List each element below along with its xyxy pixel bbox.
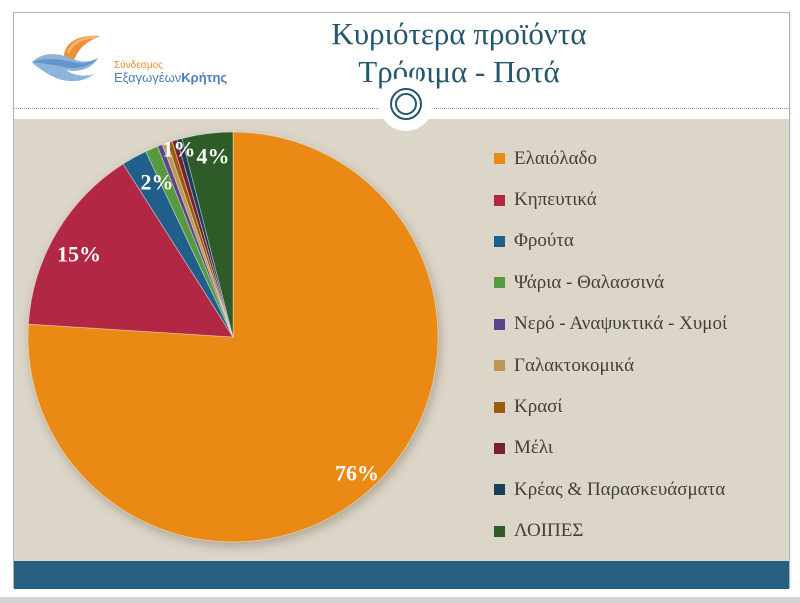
legend-swatch-icon [494, 194, 505, 206]
bottom-strip [0, 597, 800, 603]
pie-chart-container: 76% 15% 2% 1% 4% [26, 130, 440, 544]
pie-slice-9 [176, 138, 234, 338]
slide: Σύνδεσμος ΕξαγωγέωνΚρήτης Κυριότερα προϊ… [13, 12, 790, 589]
pie-slice-1 [27, 131, 439, 543]
legend-swatch-icon [494, 277, 505, 289]
logo-bird-icon [32, 35, 100, 82]
legend-item: Κηπευτικά [494, 179, 789, 220]
legend-item: Νερό - Αναψυκτικά - Χυμοί [494, 304, 789, 345]
pie-slice-10 [181, 131, 234, 338]
legend-label: Νερό - Αναψυκτικά - Χυμοί [514, 313, 728, 335]
pie-percentage-label: 1% [163, 137, 196, 162]
legend-swatch-icon [494, 318, 505, 330]
logo-org-name-bottom: ΕξαγωγέωνΚρήτης [114, 70, 228, 86]
legend-item: Γαλακτοκομικά [494, 345, 789, 386]
legend-item: ΛΟΙΠΕΣ [494, 511, 789, 552]
logo: Σύνδεσμος ΕξαγωγέωνΚρήτης [28, 27, 227, 101]
legend-swatch-icon [494, 525, 505, 537]
legend-swatch-icon [494, 401, 505, 413]
legend-label: Κρέας & Παρασκευάσματα [514, 478, 726, 500]
divider-circle-ornament [390, 88, 422, 120]
pie-percentage-label: 76% [335, 461, 379, 486]
logo-org-name-top: Σύνδεσμος [114, 60, 163, 71]
legend-item: Ψάρια - Θαλασσινά [494, 262, 789, 303]
pie-slice-2 [28, 163, 234, 338]
legend-item: Ελαιόλαδο [494, 138, 789, 179]
legend-swatch-icon [494, 360, 505, 372]
legend-label: Ελαιόλαδο [514, 147, 598, 169]
legend-item: Φρούτα [494, 221, 789, 262]
legend-label: Ψάρια - Θαλασσινά [514, 271, 665, 293]
legend-item: Κρέας & Παρασκευάσματα [494, 469, 789, 510]
pie-percentage-label: 15% [57, 242, 101, 267]
footer-bar [14, 561, 789, 589]
pie-slice-6 [161, 142, 234, 338]
legend-label: Κρασί [514, 396, 563, 418]
pie-percentage-label: 4% [197, 144, 230, 169]
logo-text: Σύνδεσμος ΕξαγωγέωνΚρήτης [114, 60, 228, 86]
pie-slice-3 [122, 151, 234, 338]
pie-slice-5 [157, 144, 234, 338]
legend-label: ΛΟΙΠΕΣ [514, 520, 584, 542]
pie-percentage-label: 2% [141, 170, 174, 195]
legend-item: Κρασί [494, 386, 789, 427]
pie-slice-7 [166, 140, 234, 338]
page-title-line1: Κυριότερα προϊόντα [331, 16, 587, 51]
pie-slice-4 [145, 146, 234, 338]
legend-item: Μέλι [494, 428, 789, 469]
legend-swatch-icon [494, 235, 505, 247]
page-title: Κυριότερα προϊόντα Τρόφιμα - Ποτά [144, 15, 774, 91]
divider-circle-inner-ring [395, 93, 417, 115]
legend-swatch-icon [494, 442, 505, 454]
chart-area: 76% 15% 2% 1% 4% Ελαιόλαδο Κηπευτικά Φρούτα Ψάρ… [14, 119, 789, 561]
legend-label: Φρούτα [514, 230, 574, 252]
pie-chart: 76% 15% 2% 1% 4% [27, 131, 439, 543]
legend-label: Κηπευτικά [514, 189, 597, 211]
legend-swatch-icon [494, 484, 505, 496]
chart-legend: Ελαιόλαδο Κηπευτικά Φρούτα Ψάρια - Θαλασσιν… [494, 138, 789, 552]
legend-label: Γαλακτοκομικά [514, 354, 635, 376]
page-title-line2: Τρόφιμα - Ποτά [358, 54, 560, 89]
pie-slice-8 [171, 139, 234, 338]
legend-swatch-icon [494, 153, 505, 165]
legend-label: Μέλι [514, 437, 553, 459]
